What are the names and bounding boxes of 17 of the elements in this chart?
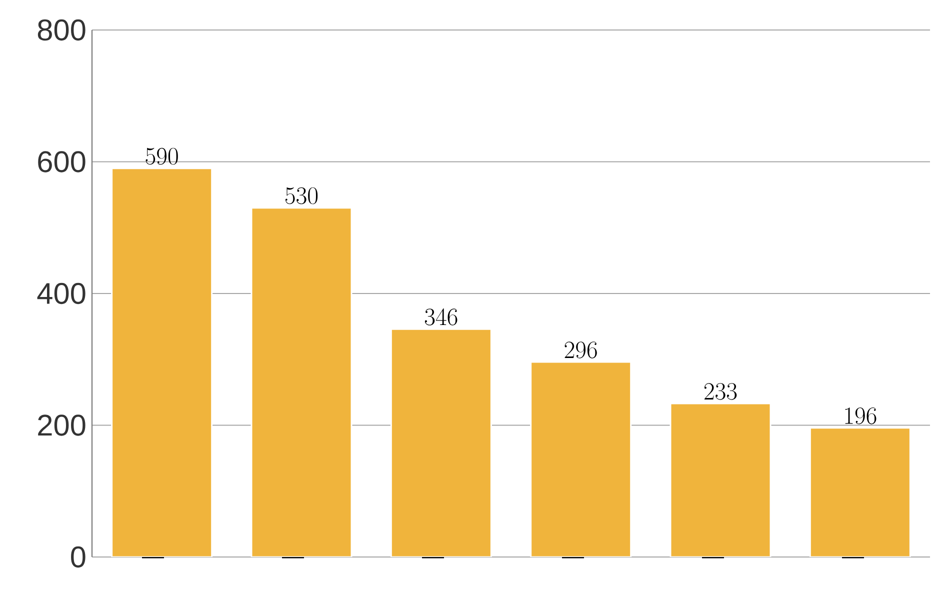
data-label: 590 bbox=[146, 148, 178, 165]
data-label: 296 bbox=[564, 342, 597, 358]
data-label: 233 bbox=[704, 383, 737, 400]
bar bbox=[390, 328, 492, 557]
data-label: 530 bbox=[285, 187, 318, 204]
y-tick-label: 600 bbox=[38, 151, 86, 172]
data-label: 346 bbox=[424, 308, 458, 326]
y-tick-label: 0 bbox=[71, 546, 86, 568]
bar bbox=[670, 402, 772, 557]
y-tick-label: 800 bbox=[38, 19, 86, 41]
bar bbox=[530, 361, 632, 557]
bar bbox=[809, 427, 911, 557]
bar bbox=[111, 168, 213, 557]
bar bbox=[250, 207, 352, 557]
y-tick-label: 200 bbox=[38, 414, 86, 436]
data-label: 196 bbox=[845, 407, 876, 424]
y-tick-label: 400 bbox=[37, 282, 86, 304]
